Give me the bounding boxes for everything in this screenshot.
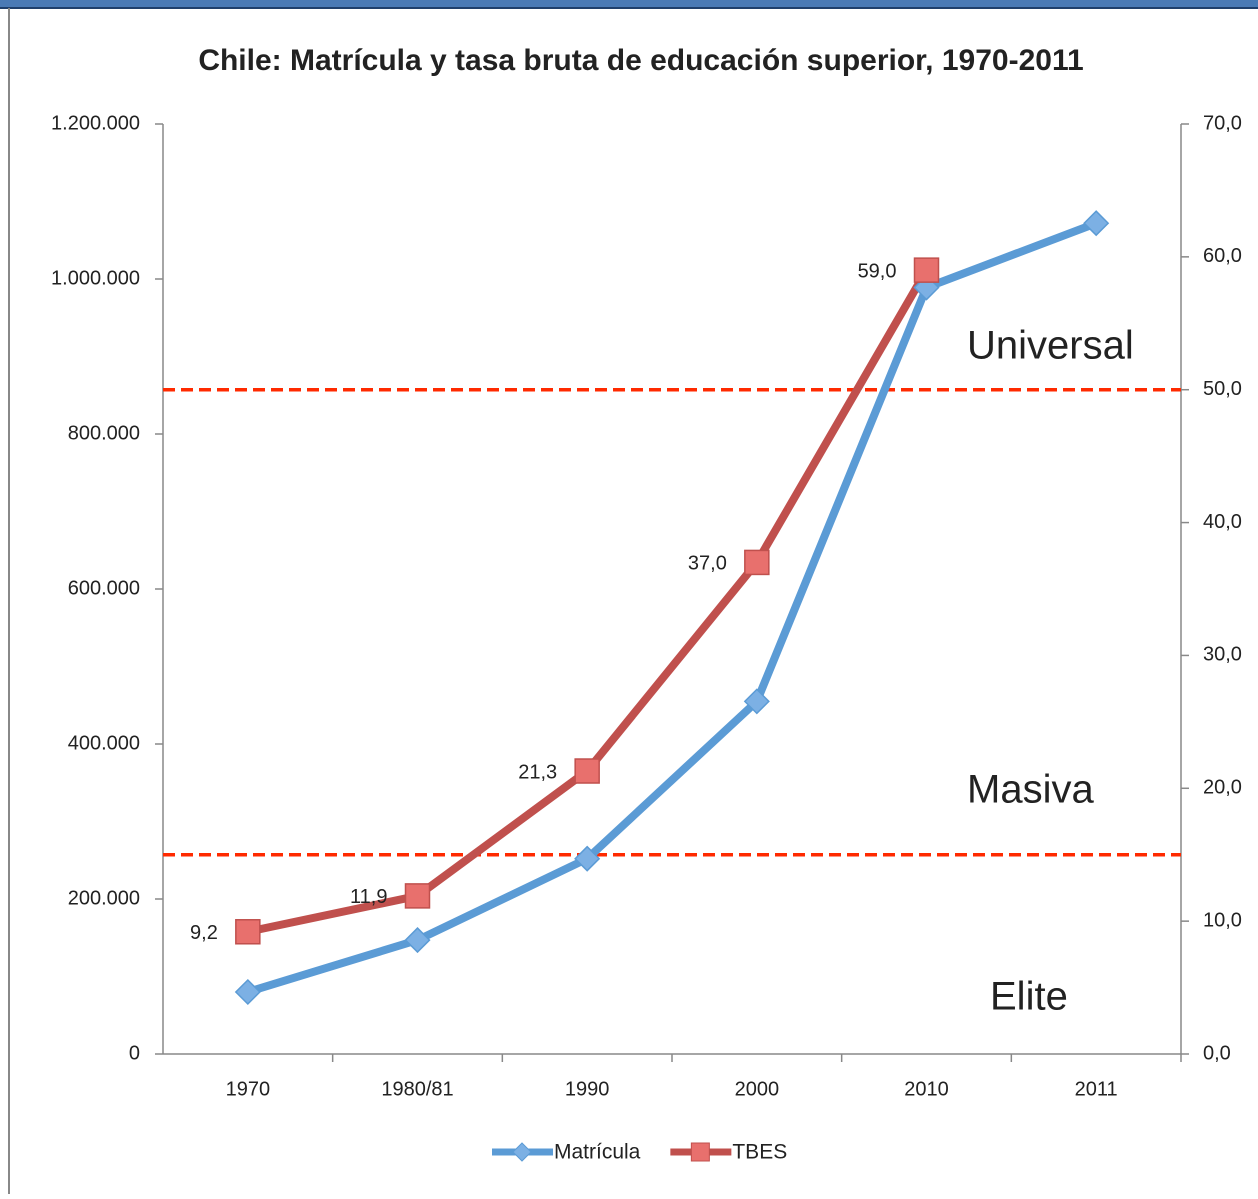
series-line (247, 268, 930, 936)
y2-tick-label: 10,0 (1203, 909, 1242, 931)
y-tick-label: 0 (129, 1042, 140, 1064)
data-label: 59,0 (858, 260, 897, 282)
window-bar (0, 0, 1258, 8)
legend-marker (512, 1142, 532, 1162)
series-line (246, 219, 1098, 996)
legend-label: Matrícula (554, 1141, 641, 1164)
data-label: 9,2 (190, 922, 218, 944)
x-tick-label: 2011 (1075, 1078, 1118, 1100)
y2-tick-label: 30,0 (1203, 644, 1242, 666)
chart-title: Chile: Matrícula y tasa bruta de educaci… (198, 44, 1083, 77)
y2-tick-label: 50,0 (1203, 378, 1242, 400)
x-tick-label: 1970 (226, 1078, 271, 1100)
y-tick-label: 600.000 (68, 577, 140, 599)
y2-tick-label: 20,0 (1203, 777, 1242, 799)
y-tick-label: 200.000 (68, 887, 140, 909)
square-marker (913, 257, 940, 283)
y-tick-label: 1.200.000 (51, 112, 140, 134)
y-tick-label: 800.000 (68, 422, 140, 444)
square-marker (574, 758, 600, 784)
annotation: Elite (990, 975, 1068, 1019)
x-tick-label: 1980/81 (381, 1078, 453, 1100)
diamond-marker (743, 688, 770, 715)
diamond-marker (404, 927, 431, 954)
y2-tick-label: 60,0 (1203, 245, 1242, 267)
diamond-marker (234, 978, 261, 1006)
data-label: 37,0 (688, 553, 727, 575)
diamond-marker (1083, 210, 1110, 237)
y2-tick-label: 70,0 (1203, 112, 1242, 134)
legend-label: TBES (732, 1141, 787, 1164)
y-tick-label: 1.000.000 (51, 267, 140, 289)
y2-tick-label: 0,0 (1203, 1042, 1231, 1064)
data-label: 21,3 (518, 761, 557, 783)
square-marker (235, 919, 261, 945)
x-tick-label: 1990 (565, 1078, 610, 1100)
annotation: Masiva (967, 768, 1094, 812)
square-marker (404, 883, 431, 909)
legend-marker (690, 1142, 710, 1162)
data-label: 11,9 (350, 886, 387, 908)
y2-tick-label: 40,0 (1203, 511, 1242, 533)
x-tick-label: 2000 (735, 1078, 780, 1100)
annotation: Universal (967, 324, 1134, 368)
x-tick-label: 2010 (904, 1078, 949, 1100)
y-tick-label: 400.000 (68, 732, 140, 754)
diamond-marker (574, 845, 601, 872)
square-marker (744, 549, 770, 576)
